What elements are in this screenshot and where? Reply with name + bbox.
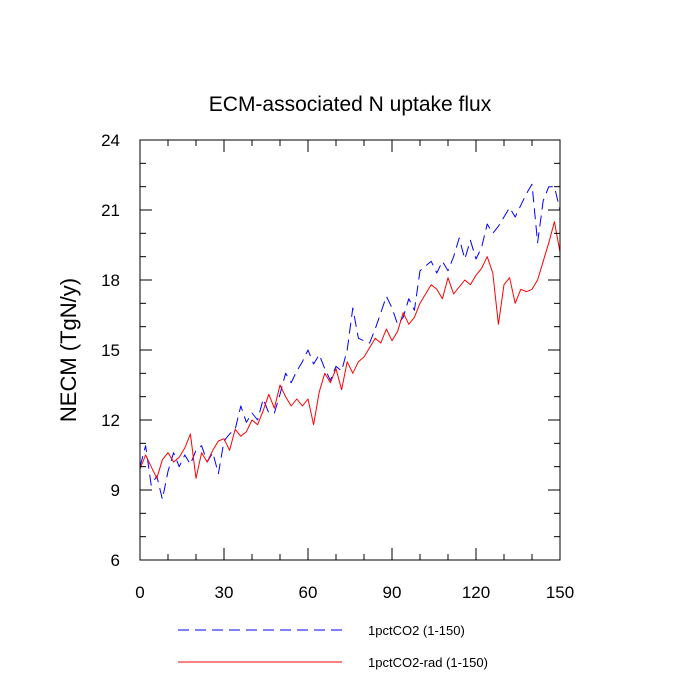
series-line-2 [139, 221, 561, 479]
y-tick-label: 18 [101, 271, 120, 290]
x-tick-label: 60 [299, 583, 318, 602]
x-tick-label: 30 [215, 583, 234, 602]
y-tick-label: 15 [101, 341, 120, 360]
legend: 1pctCO2 (1-150) 1pctCO2-rad (1-150) [178, 623, 488, 670]
legend-label-1: 1pctCO2 (1-150) [368, 623, 465, 638]
y-tick-label: 6 [111, 551, 120, 570]
x-tick-label: 90 [383, 583, 402, 602]
y-tick-label: 21 [101, 201, 120, 220]
chart-title: ECM-associated N uptake flux [209, 93, 492, 116]
legend-label-2: 1pctCO2-rad (1-150) [368, 655, 488, 670]
y-tick-label: 12 [101, 411, 120, 430]
series-layer [139, 183, 561, 500]
y-tick-label: 9 [111, 481, 120, 500]
y-axis-label: NECM (TgN/y) [56, 278, 81, 422]
x-tick-label: 150 [546, 583, 574, 602]
x-tick-label: 120 [462, 583, 490, 602]
y-tick-label: 24 [101, 131, 120, 150]
x-tick-label: 0 [135, 583, 144, 602]
series-line-1 [139, 183, 561, 500]
ticks-layer: 0 30 60 90 120 150 6 9 12 15 18 21 24 [101, 131, 574, 602]
plot-frame [139, 139, 561, 561]
